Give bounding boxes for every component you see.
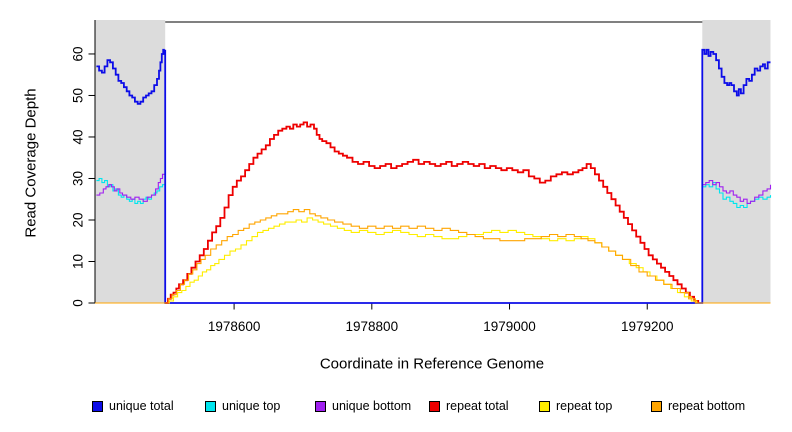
x-tick-label: 1978800 — [346, 319, 399, 334]
y-tick-label: 40 — [71, 129, 86, 144]
legend-swatch-icon — [651, 400, 662, 412]
x-axis-title: Coordinate in Reference Genome — [319, 355, 545, 373]
series-line-repeat-total — [165, 121, 700, 304]
legend-item-repeat-top: repeat top — [539, 397, 612, 415]
legend-item-unique-bottom: unique bottom — [315, 397, 411, 415]
legend-swatch-icon — [429, 400, 440, 412]
series-line-repeat-top — [165, 217, 698, 304]
legend-label: repeat total — [446, 399, 509, 413]
shaded-region-unique-flank-left — [95, 20, 166, 304]
series-line-unique-bottom — [96, 172, 772, 304]
legend-swatch-icon — [92, 400, 103, 412]
x-tick-label: 1979000 — [483, 319, 536, 334]
legend-label: unique bottom — [332, 399, 412, 413]
y-tick-label: 30 — [71, 171, 86, 186]
x-tick-label: 1978600 — [208, 319, 261, 334]
legend-item-unique-top: unique top — [205, 397, 280, 415]
y-tick-label: 10 — [71, 254, 86, 269]
series-line-repeat-bottom — [95, 209, 771, 304]
legend-item-unique-total: unique total — [92, 397, 174, 415]
legend-item-repeat-total: repeat total — [429, 397, 509, 415]
legend: unique total unique top unique bottom repea… — [0, 397, 792, 417]
legend-label: unique total — [109, 399, 174, 413]
legend-label: repeat bottom — [668, 399, 746, 413]
y-tick-label: 0 — [71, 299, 86, 307]
legend-label: unique top — [222, 399, 281, 413]
x-tick-label: 1979200 — [621, 319, 674, 334]
legend-swatch-icon — [539, 400, 550, 412]
legend-swatch-icon — [205, 400, 216, 412]
y-tick-label: 60 — [71, 46, 86, 61]
legend-swatch-icon — [315, 400, 326, 412]
y-tick-label: 20 — [71, 212, 86, 227]
legend-item-repeat-bottom: repeat bottom — [651, 397, 745, 415]
y-tick-label: 50 — [71, 88, 86, 103]
legend-label: repeat top — [556, 399, 613, 413]
series-line-unique-total — [96, 48, 771, 304]
series-line-unique-top — [96, 177, 772, 304]
y-axis-title: Read Coverage Depth — [22, 88, 40, 238]
shaded-region-unique-flank-right — [702, 20, 771, 304]
